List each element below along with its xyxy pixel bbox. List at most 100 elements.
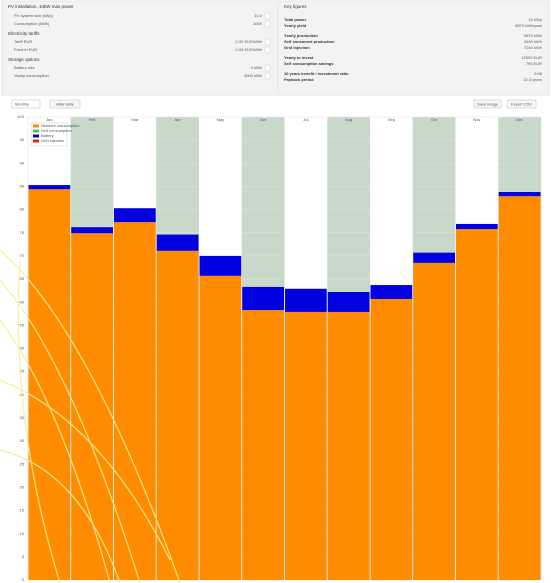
field-label: Feed-in EUR — [14, 47, 37, 52]
y-tick-label: 65 — [20, 276, 25, 281]
save-button[interactable] — [473, 99, 502, 109]
x-tick-label: Nov — [473, 117, 480, 122]
field-value: 0 kWh — [251, 65, 262, 70]
field-value: 4000 kWh — [244, 73, 262, 78]
bar-segment — [242, 286, 284, 311]
figure-label: Self consumed production — [284, 39, 335, 44]
curve — [0, 249, 181, 583]
legend-label: Grid injection — [41, 138, 64, 143]
table-button-text: Hide table — [56, 101, 75, 106]
bar-segment — [242, 310, 284, 580]
x-tick-label: Jul — [303, 117, 308, 122]
bar-segment — [199, 255, 242, 276]
figure-label: Yearly production — [284, 33, 318, 38]
curve — [17, 259, 61, 583]
field-value: 0.08 EUR/kWh — [236, 47, 262, 52]
figure-value: 10.4 years — [523, 77, 542, 82]
section-title: Storage options — [8, 57, 40, 62]
bar-segment — [114, 208, 156, 223]
bar-segment — [71, 227, 113, 234]
legend-label: Self consumption — [41, 128, 72, 133]
y-tick-label: 45 — [20, 369, 25, 374]
curve — [0, 379, 171, 561]
bar-segment — [156, 250, 199, 580]
bar-segment — [413, 252, 455, 263]
figure-value: 0.96 — [534, 71, 543, 76]
y-tick-label: 85 — [20, 184, 25, 189]
table-button[interactable] — [49, 99, 81, 109]
bar-segment — [413, 262, 455, 580]
figure-label: Yearly yield — [284, 23, 307, 28]
period-select-text: Monthly — [15, 101, 29, 106]
overlay-curves — [0, 249, 181, 583]
x-tick-label: Jan — [46, 117, 52, 122]
bar-segment — [199, 275, 242, 580]
field-spinner — [264, 38, 271, 46]
bar-segment — [114, 222, 156, 580]
figure-label: 10 years benefit / investment ratio — [284, 71, 349, 76]
y-tick-label: 70 — [20, 253, 25, 258]
y-tick-label: 75 — [20, 230, 25, 235]
section-title: Electricity tariffs — [8, 31, 40, 36]
field-spinner — [264, 64, 271, 72]
chart: 0510152025303540455055606570758085909510… — [17, 114, 542, 582]
settings-panel: PV installation, 10kW max power PV system… — [8, 4, 271, 80]
legend-label: Battery — [41, 133, 54, 138]
settings-area — [1, 0, 550, 96]
field-label: Battery size — [14, 65, 36, 70]
panel-title: PV installation, 10kW max power — [8, 4, 74, 9]
field-spinner — [264, 20, 271, 28]
field-label: Consumption (kWh) — [14, 21, 50, 26]
bar-segment — [370, 298, 413, 580]
figure-label: Grid injection — [284, 45, 310, 50]
y-tick-label: 100 — [17, 114, 24, 119]
figure-value: 12000 EUR — [521, 55, 542, 60]
save-button-text: Save image — [477, 101, 499, 106]
x-tick-label: Mar — [131, 117, 139, 122]
y-tick-label: 55 — [20, 322, 25, 327]
figure-value: 790 EUR — [526, 61, 542, 66]
panel-title: Key figures — [284, 4, 307, 9]
field-label: PV system size (kWp) — [14, 13, 54, 18]
field-spinner — [264, 72, 271, 80]
x-tick-label: Sep — [388, 117, 396, 122]
x-tick-label: Dec — [516, 117, 523, 122]
y-tick-label: 95 — [20, 137, 25, 142]
x-tick-label: May — [217, 117, 225, 122]
period-select[interactable] — [11, 99, 41, 109]
field-value: 10.0 — [254, 13, 263, 18]
y-tick-label: 50 — [20, 346, 25, 351]
field-spinner — [264, 46, 271, 54]
x-tick-label: Apr — [175, 117, 182, 122]
y-tick-label: 0 — [22, 577, 25, 582]
y-tick-label: 30 — [20, 438, 25, 443]
export-button[interactable] — [506, 99, 537, 109]
legend-swatch — [33, 124, 39, 128]
bar-segment — [498, 196, 541, 580]
y-tick-label: 15 — [20, 508, 25, 513]
curve — [0, 449, 121, 583]
field-label: Tariff EUR — [14, 39, 32, 44]
bar-segment — [456, 223, 498, 230]
y-tick-label: 90 — [20, 160, 25, 165]
figure-label: Self consumption savings — [284, 61, 334, 66]
field-value: 4000 — [253, 21, 263, 26]
x-tick-label: Oct — [431, 117, 438, 122]
y-tick-label: 5 — [22, 554, 25, 559]
figure-value: 9870 kWh/year — [515, 23, 543, 28]
bar-segment — [28, 189, 71, 580]
y-tick-label: 35 — [20, 415, 25, 420]
field-label: Yearly consumption — [14, 73, 49, 78]
bar-segment — [285, 288, 327, 312]
legend-swatch — [33, 129, 39, 133]
bar-segment — [285, 311, 327, 580]
bar-segment — [456, 229, 498, 580]
legend-swatch — [33, 134, 39, 138]
export-button-text: Export CSV — [511, 101, 532, 106]
figure-label: Total power — [284, 17, 307, 22]
figure-value: 7240 kWh — [524, 45, 542, 50]
bar-segment — [28, 185, 71, 190]
bar-segment — [156, 234, 199, 251]
y-tick-label: 60 — [20, 299, 25, 304]
y-tick-label: 10 — [20, 531, 25, 536]
